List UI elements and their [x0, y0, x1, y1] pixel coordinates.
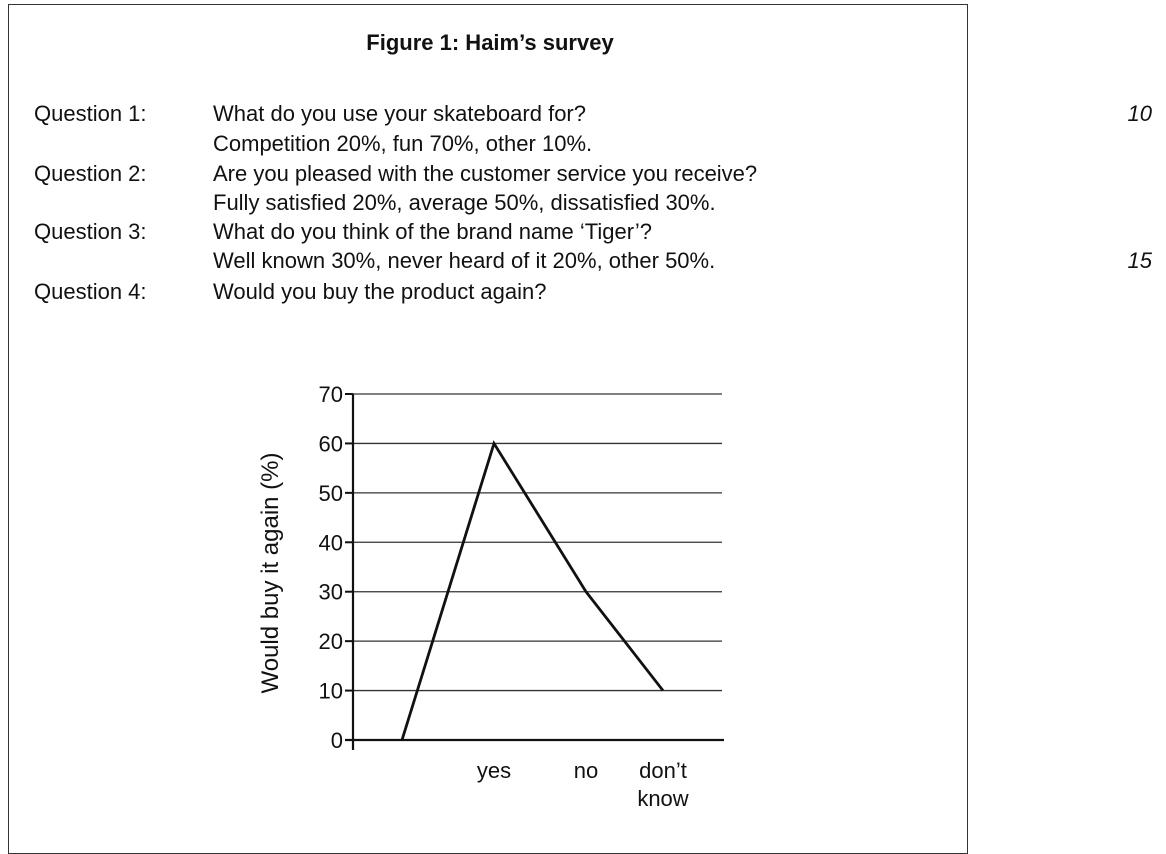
chart-x-ticks: yes no don’t know: [477, 758, 689, 811]
question-4-text: Would you buy the product again?: [213, 279, 547, 304]
chart-series-line: [400, 440, 665, 741]
y-tick-label: 70: [319, 382, 343, 407]
x-tick-label: yes: [477, 758, 511, 783]
chart-gridlines: [353, 393, 722, 692]
y-tick-label: 40: [319, 530, 343, 555]
question-1-text: What do you use your skateboard for?: [213, 101, 586, 126]
x-tick-label: don’t know: [637, 758, 688, 811]
y-tick-label: 50: [319, 481, 343, 506]
question-3-answer: Well known 30%, never heard of it 20%, o…: [213, 248, 716, 273]
y-tick-label: 0: [331, 728, 343, 753]
question-4-label: Question 4:: [34, 279, 147, 304]
figure-title: Figure 1: Haim’s survey: [366, 30, 614, 55]
x-tick-label: no: [574, 758, 598, 783]
chart-y-ticks: 0 10 20 30 40 50 60 70: [319, 382, 353, 753]
question-2-answer: Fully satisfied 20%, average 50%, dissat…: [213, 190, 716, 215]
y-tick-label: 60: [319, 431, 343, 456]
question-1-answer: Competition 20%, fun 70%, other 10%.: [213, 131, 593, 156]
line-number-10: 10: [1127, 101, 1152, 126]
question-1-label: Question 1:: [34, 101, 147, 126]
y-tick-label: 20: [319, 629, 343, 654]
y-tick-label: 30: [319, 580, 343, 605]
question-2-label: Question 2:: [34, 161, 147, 186]
y-tick-label: 10: [319, 679, 343, 704]
question-2-text: Are you pleased with the customer servic…: [213, 161, 758, 186]
question-3-label: Question 3:: [34, 219, 147, 244]
line-number-15: 15: [1127, 248, 1152, 273]
chart-y-axis-label: Would buy it again (%): [257, 452, 284, 693]
question-3-text: What do you think of the brand name ‘Tig…: [213, 219, 653, 244]
